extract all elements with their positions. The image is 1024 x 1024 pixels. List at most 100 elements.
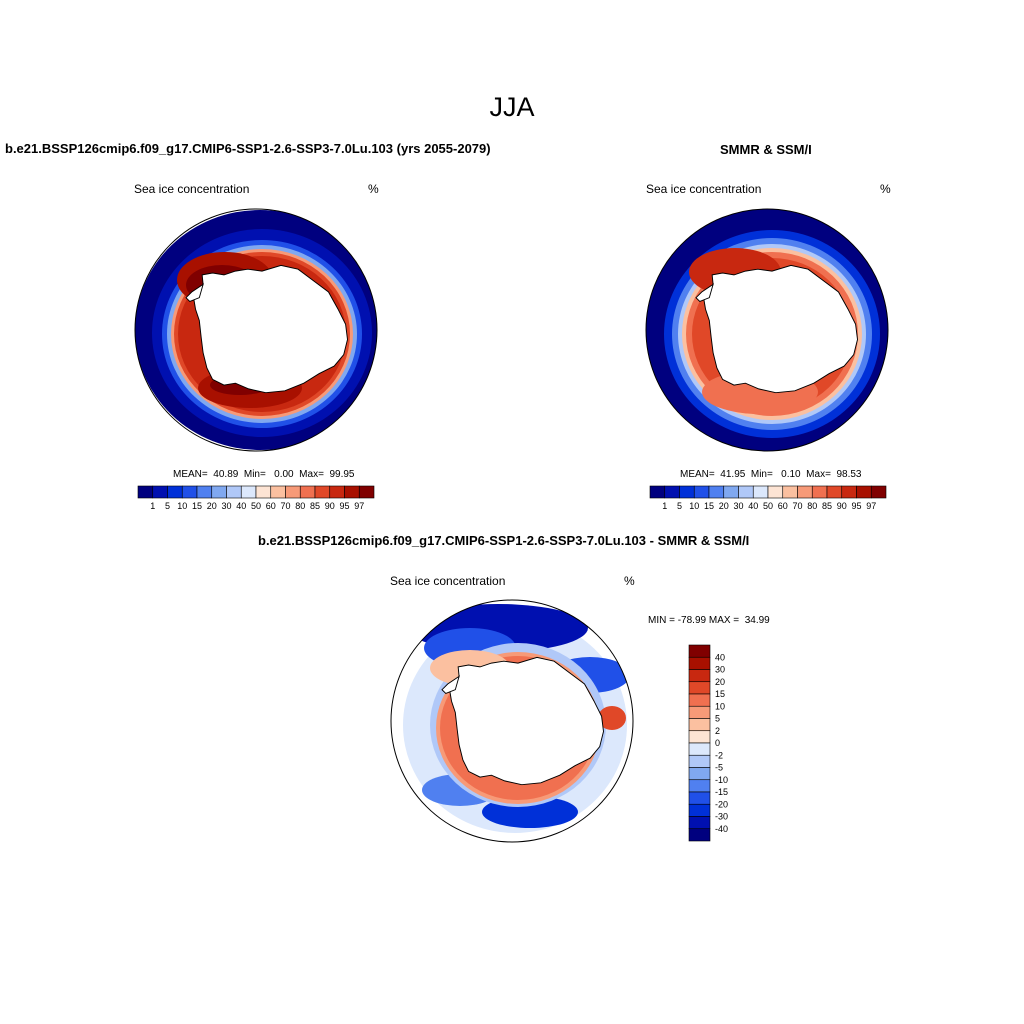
- panel-2-stats: MEAN= 41.95 Min= 0.10 Max= 98.53: [680, 469, 862, 480]
- colorbar-1-tick-label: 95: [339, 501, 349, 511]
- colorbar-1-box: [270, 485, 286, 499]
- map-1-boundary: [134, 208, 378, 452]
- panel-1-stats: MEAN= 40.89 Min= 0.00 Max= 99.95: [173, 469, 355, 480]
- colorbar-1-tick-label: 15: [192, 501, 202, 511]
- colorbar-1-box: [181, 485, 198, 499]
- colorbar-1-box: [167, 485, 183, 499]
- colorbar-1: 1 5 10 15 20 30 40 50 60 70 80 85 90 95 97: [137, 485, 375, 511]
- colorbar-1-box: [211, 485, 227, 499]
- colorbar-2-tick-label: 60: [778, 501, 788, 511]
- colorbar-1-tick-label: 85: [310, 501, 320, 511]
- colorbar-2-box: [856, 485, 872, 499]
- colorbar-2-box: [693, 485, 710, 499]
- colorbar-2-tick-label: 70: [792, 501, 802, 511]
- colorbar-1-box: [344, 485, 360, 499]
- colorbar-3-box: [688, 718, 711, 732]
- colorbar-1-box: [152, 485, 168, 499]
- colorbar-2-box: [752, 485, 769, 499]
- panel-2-title: SMMR & SSM/I: [720, 142, 812, 157]
- colorbar-3-box: [688, 681, 711, 695]
- colorbar-2-tick-label: 50: [763, 501, 773, 511]
- colorbar-1-box: [329, 485, 345, 499]
- colorbar-3-tick-label: 20: [715, 677, 725, 687]
- colorbar-2-tick-label: 15: [704, 501, 714, 511]
- colorbar-2-tick-label: 5: [677, 501, 682, 511]
- colorbar-2-box: [723, 485, 739, 499]
- colorbar-3-box: [688, 669, 711, 683]
- colorbar-2-tick-label: 10: [689, 501, 699, 511]
- colorbar-2-box: [708, 485, 725, 499]
- colorbar-3-box: [688, 828, 711, 842]
- panel-3-stats: MIN = -78.99 MAX = 34.99: [648, 615, 770, 626]
- colorbar-3-tick-label: 30: [715, 665, 725, 675]
- map-difference: [390, 599, 634, 843]
- colorbar-3-tick-label: 15: [715, 689, 725, 699]
- colorbar-2-box: [797, 485, 813, 499]
- colorbar-2-tick-label: 80: [807, 501, 817, 511]
- colorbar-3-tick-label: -5: [715, 763, 723, 773]
- colorbar-1-box: [137, 485, 154, 499]
- colorbar-3-tick-label: -10: [715, 775, 728, 785]
- colorbar-2-box: [782, 485, 798, 499]
- colorbar-3-tick-label: -20: [715, 799, 728, 809]
- colorbar-2: 1 5 10 15 20 30 40 50 60 70 80 85 90 95 97: [649, 485, 887, 511]
- colorbar-3-tick-label: 0: [715, 738, 720, 748]
- colorbar-1-tick-label: 90: [325, 501, 335, 511]
- colorbar-2-box: [738, 485, 754, 499]
- colorbar-2-tick-label: 85: [822, 501, 832, 511]
- map-model: [134, 208, 378, 452]
- colorbar-1-box: [226, 485, 242, 499]
- colorbar-3-box: [688, 742, 711, 756]
- colorbar-2-box: [767, 485, 784, 499]
- colorbar-1-tick-label: 50: [251, 501, 261, 511]
- colorbar-3-tick-label: -40: [715, 824, 728, 834]
- colorbar-2-box: [649, 485, 666, 499]
- map-2-boundary: [645, 208, 889, 452]
- colorbar-1-tick-label: 40: [236, 501, 246, 511]
- colorbar-3-box: [688, 767, 711, 781]
- colorbar-3-box: [688, 644, 711, 658]
- colorbar-2-box: [870, 485, 887, 499]
- colorbar-1-tick-label: 5: [165, 501, 170, 511]
- colorbar-2-tick-label: 20: [719, 501, 729, 511]
- figure-title: JJA: [489, 92, 535, 122]
- colorbar-3-tick-label: 10: [715, 701, 725, 711]
- colorbar-1-tick-label: 60: [266, 501, 276, 511]
- panel-3-units-label: %: [624, 574, 635, 588]
- colorbar-1-box: [240, 485, 257, 499]
- colorbar-1-tick-label: 80: [295, 501, 305, 511]
- colorbar-1-tick-label: 30: [221, 501, 231, 511]
- colorbar-1-tick-label: 1: [150, 501, 155, 511]
- colorbar-3-box: [688, 803, 711, 817]
- panel-3-variable-label: Sea ice concentration: [390, 574, 506, 588]
- colorbar-2-tick-label: 30: [733, 501, 743, 511]
- colorbar-3-box: [688, 779, 711, 793]
- colorbar-3-box: [688, 791, 711, 805]
- colorbar-3-tick-label: -15: [715, 787, 728, 797]
- colorbar-2-tick-label: 95: [851, 501, 861, 511]
- panel-3-title: b.e21.BSSP126cmip6.f09_g17.CMIP6-SSP1-2.…: [258, 533, 750, 548]
- colorbar-2-box: [679, 485, 695, 499]
- colorbar-3-tick-label: -30: [715, 812, 728, 822]
- colorbar-1-tick-label: 97: [354, 501, 364, 511]
- map-1-ice-field: [135, 210, 377, 450]
- colorbar-1-box: [299, 485, 316, 499]
- colorbar-1-box: [358, 485, 375, 499]
- panel-1-units-label: %: [368, 182, 379, 196]
- colorbar-1-box: [196, 485, 213, 499]
- panel-2-units-label: %: [880, 182, 891, 196]
- colorbar-2-box: [811, 485, 828, 499]
- colorbar-3-tick-label: 2: [715, 726, 720, 736]
- colorbar-1-box: [314, 485, 331, 499]
- colorbar-2-tick-label: 90: [837, 501, 847, 511]
- panel-1-variable-label: Sea ice concentration: [134, 182, 250, 196]
- colorbar-2-box: [826, 485, 843, 499]
- colorbar-1-tick-label: 10: [177, 501, 187, 511]
- colorbar-1-tick-label: 20: [207, 501, 217, 511]
- colorbar-1-tick-label: 70: [280, 501, 290, 511]
- colorbar-3-box: [688, 656, 711, 670]
- map-observations: [645, 208, 889, 452]
- colorbar-2-tick-label: 1: [662, 501, 667, 511]
